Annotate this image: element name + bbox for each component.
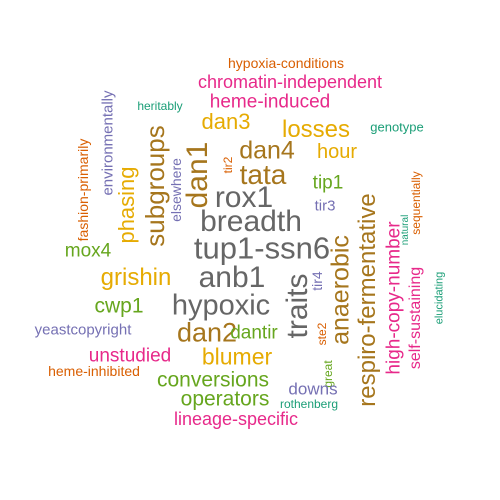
word-conversions: conversions [156, 368, 270, 392]
word-heme-induced: heme-induced [209, 91, 331, 113]
word-tir4: tir4 [309, 271, 325, 291]
word-rothenberg: rothenberg [279, 397, 339, 411]
word-operators: operators [180, 387, 270, 411]
word-tip1: tip1 [312, 172, 344, 194]
word-hypoxic: hypoxic [171, 289, 271, 322]
word-dan4: dan4 [239, 136, 295, 165]
word-dan3: dan3 [201, 109, 251, 134]
word-subgroups: subgroups [140, 125, 170, 247]
word-tata: tata [239, 159, 287, 190]
word-lineage-specific: lineage-specific [173, 409, 299, 429]
word-self-sustaining: self-sustaining [407, 266, 424, 370]
word-grishin: grishin [100, 264, 172, 291]
word-elucidating: elucidating [433, 271, 446, 325]
word-blumer: blumer [201, 343, 273, 370]
word-anb1: anb1 [198, 261, 266, 294]
word-chromatin-independent: chromatin-independent [197, 72, 383, 92]
word-downs: downs [288, 379, 338, 399]
word-mox4: mox4 [64, 240, 112, 262]
word-high-copy-number: high-copy-number [383, 221, 405, 375]
word-genotype: genotype [370, 119, 424, 135]
word-cwp1: cwp1 [94, 294, 144, 318]
word-hour: hour [316, 141, 358, 163]
word-dan2: dan2 [176, 317, 238, 348]
word-unstudied: unstudied [88, 345, 172, 367]
word-respiro-fermentative: respiro-fermentative [354, 193, 381, 407]
word-rox1: rox1 [214, 181, 274, 214]
word-losses: losses [281, 116, 351, 143]
word-dantir: dantir [230, 322, 278, 344]
word-yeastcopyright: yeastcopyright [34, 321, 132, 339]
word-fashion-primarily: fashion-primarily [75, 138, 91, 242]
word-sequentially: sequentially [409, 171, 423, 235]
word-phasing: phasing [114, 166, 139, 244]
word-breadth: breadth [200, 205, 302, 238]
word-ste2: ste2 [315, 322, 329, 346]
word-tir2: tir2 [221, 156, 235, 174]
word-elsewhere: elsewhere [168, 158, 184, 222]
word-dan1: dan1 [181, 141, 214, 209]
word-heme-inhibited: heme-inhibited [48, 363, 140, 379]
word-tir3: tir3 [314, 197, 336, 215]
word-hypoxia-conditions: hypoxia-conditions [228, 55, 344, 71]
word-anaerobic: anaerobic [326, 235, 355, 345]
word-tup1-ssn6: tup1-ssn6 [193, 230, 331, 266]
word-heritably: heritably [137, 99, 183, 113]
